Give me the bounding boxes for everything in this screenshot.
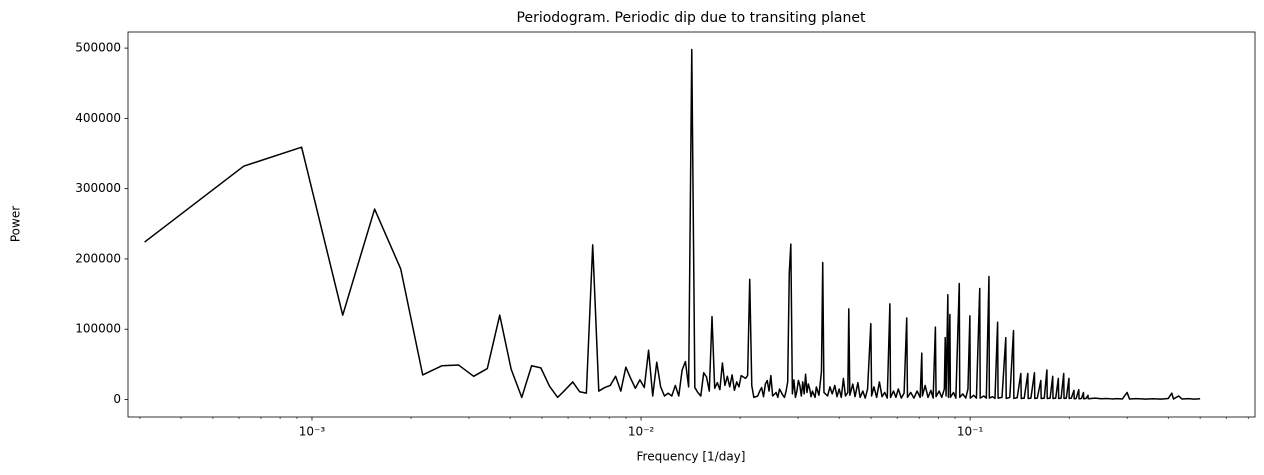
y-tick-label: 500000 bbox=[75, 41, 121, 55]
y-tick-label: 300000 bbox=[75, 181, 121, 195]
series-line bbox=[144, 48, 1201, 400]
y-axis-label: Power bbox=[9, 206, 23, 242]
plot-frame bbox=[127, 31, 1256, 418]
y-tick-label: 100000 bbox=[75, 322, 121, 336]
chart-title: Periodogram. Periodic dip due to transit… bbox=[517, 10, 866, 26]
y-tick-label: 200000 bbox=[75, 251, 121, 265]
y-tick-label: 0 bbox=[113, 392, 121, 406]
x-axis-label: Frequency [1/day] bbox=[637, 450, 746, 464]
x-tick-label: 10⁻¹ bbox=[957, 425, 984, 439]
x-tick-label: 10⁻² bbox=[628, 425, 655, 439]
y-tick-label: 400000 bbox=[75, 111, 121, 125]
x-tick-label: 10⁻³ bbox=[299, 425, 326, 439]
